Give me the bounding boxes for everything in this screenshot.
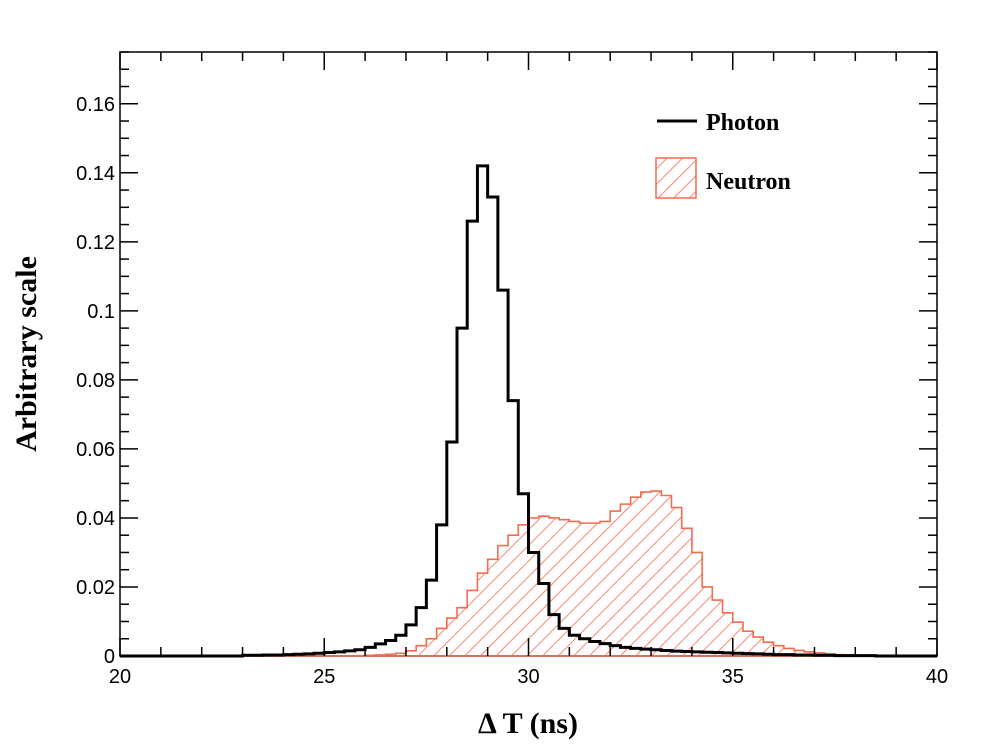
x-tick-label: 25 (313, 666, 335, 688)
neutron-series (120, 490, 937, 657)
axis-ticks (119, 51, 938, 657)
legend-photon-label: Photon (706, 110, 779, 136)
legend-neutron-swatch (655, 157, 697, 199)
y-tick-label: 0.12 (76, 232, 115, 254)
y-tick-label: 0 (104, 646, 115, 668)
y-tick-label: 0.04 (76, 508, 115, 530)
y-tick-label: 0.1 (87, 301, 115, 323)
x-tick-label: 30 (517, 666, 539, 688)
legend: Photon Neutron (655, 110, 791, 199)
y-tick-label: 0.06 (76, 439, 115, 461)
photon-series (120, 164, 937, 658)
photon-histogram (120, 164, 937, 658)
y-tick-labels: 0 0.02 0.04 0.06 0.08 0.1 0.12 0.14 0.16 (76, 94, 115, 668)
neutron-histogram (120, 490, 937, 657)
y-tick-label: 0.02 (76, 577, 115, 599)
x-tick-label: 20 (109, 666, 131, 688)
x-tick-label: 40 (926, 666, 948, 688)
y-tick-label: 0.08 (76, 370, 115, 392)
y-tick-label: 0.16 (76, 94, 115, 116)
y-axis-title: Arbitrary scale (10, 256, 43, 452)
x-axis-title: Δ T (ns) (478, 707, 578, 740)
y-tick-label: 0.14 (76, 163, 115, 185)
x-tick-label: 35 (722, 666, 744, 688)
legend-neutron-label: Neutron (706, 169, 791, 195)
x-tick-labels: 20 25 30 35 40 (109, 666, 948, 688)
